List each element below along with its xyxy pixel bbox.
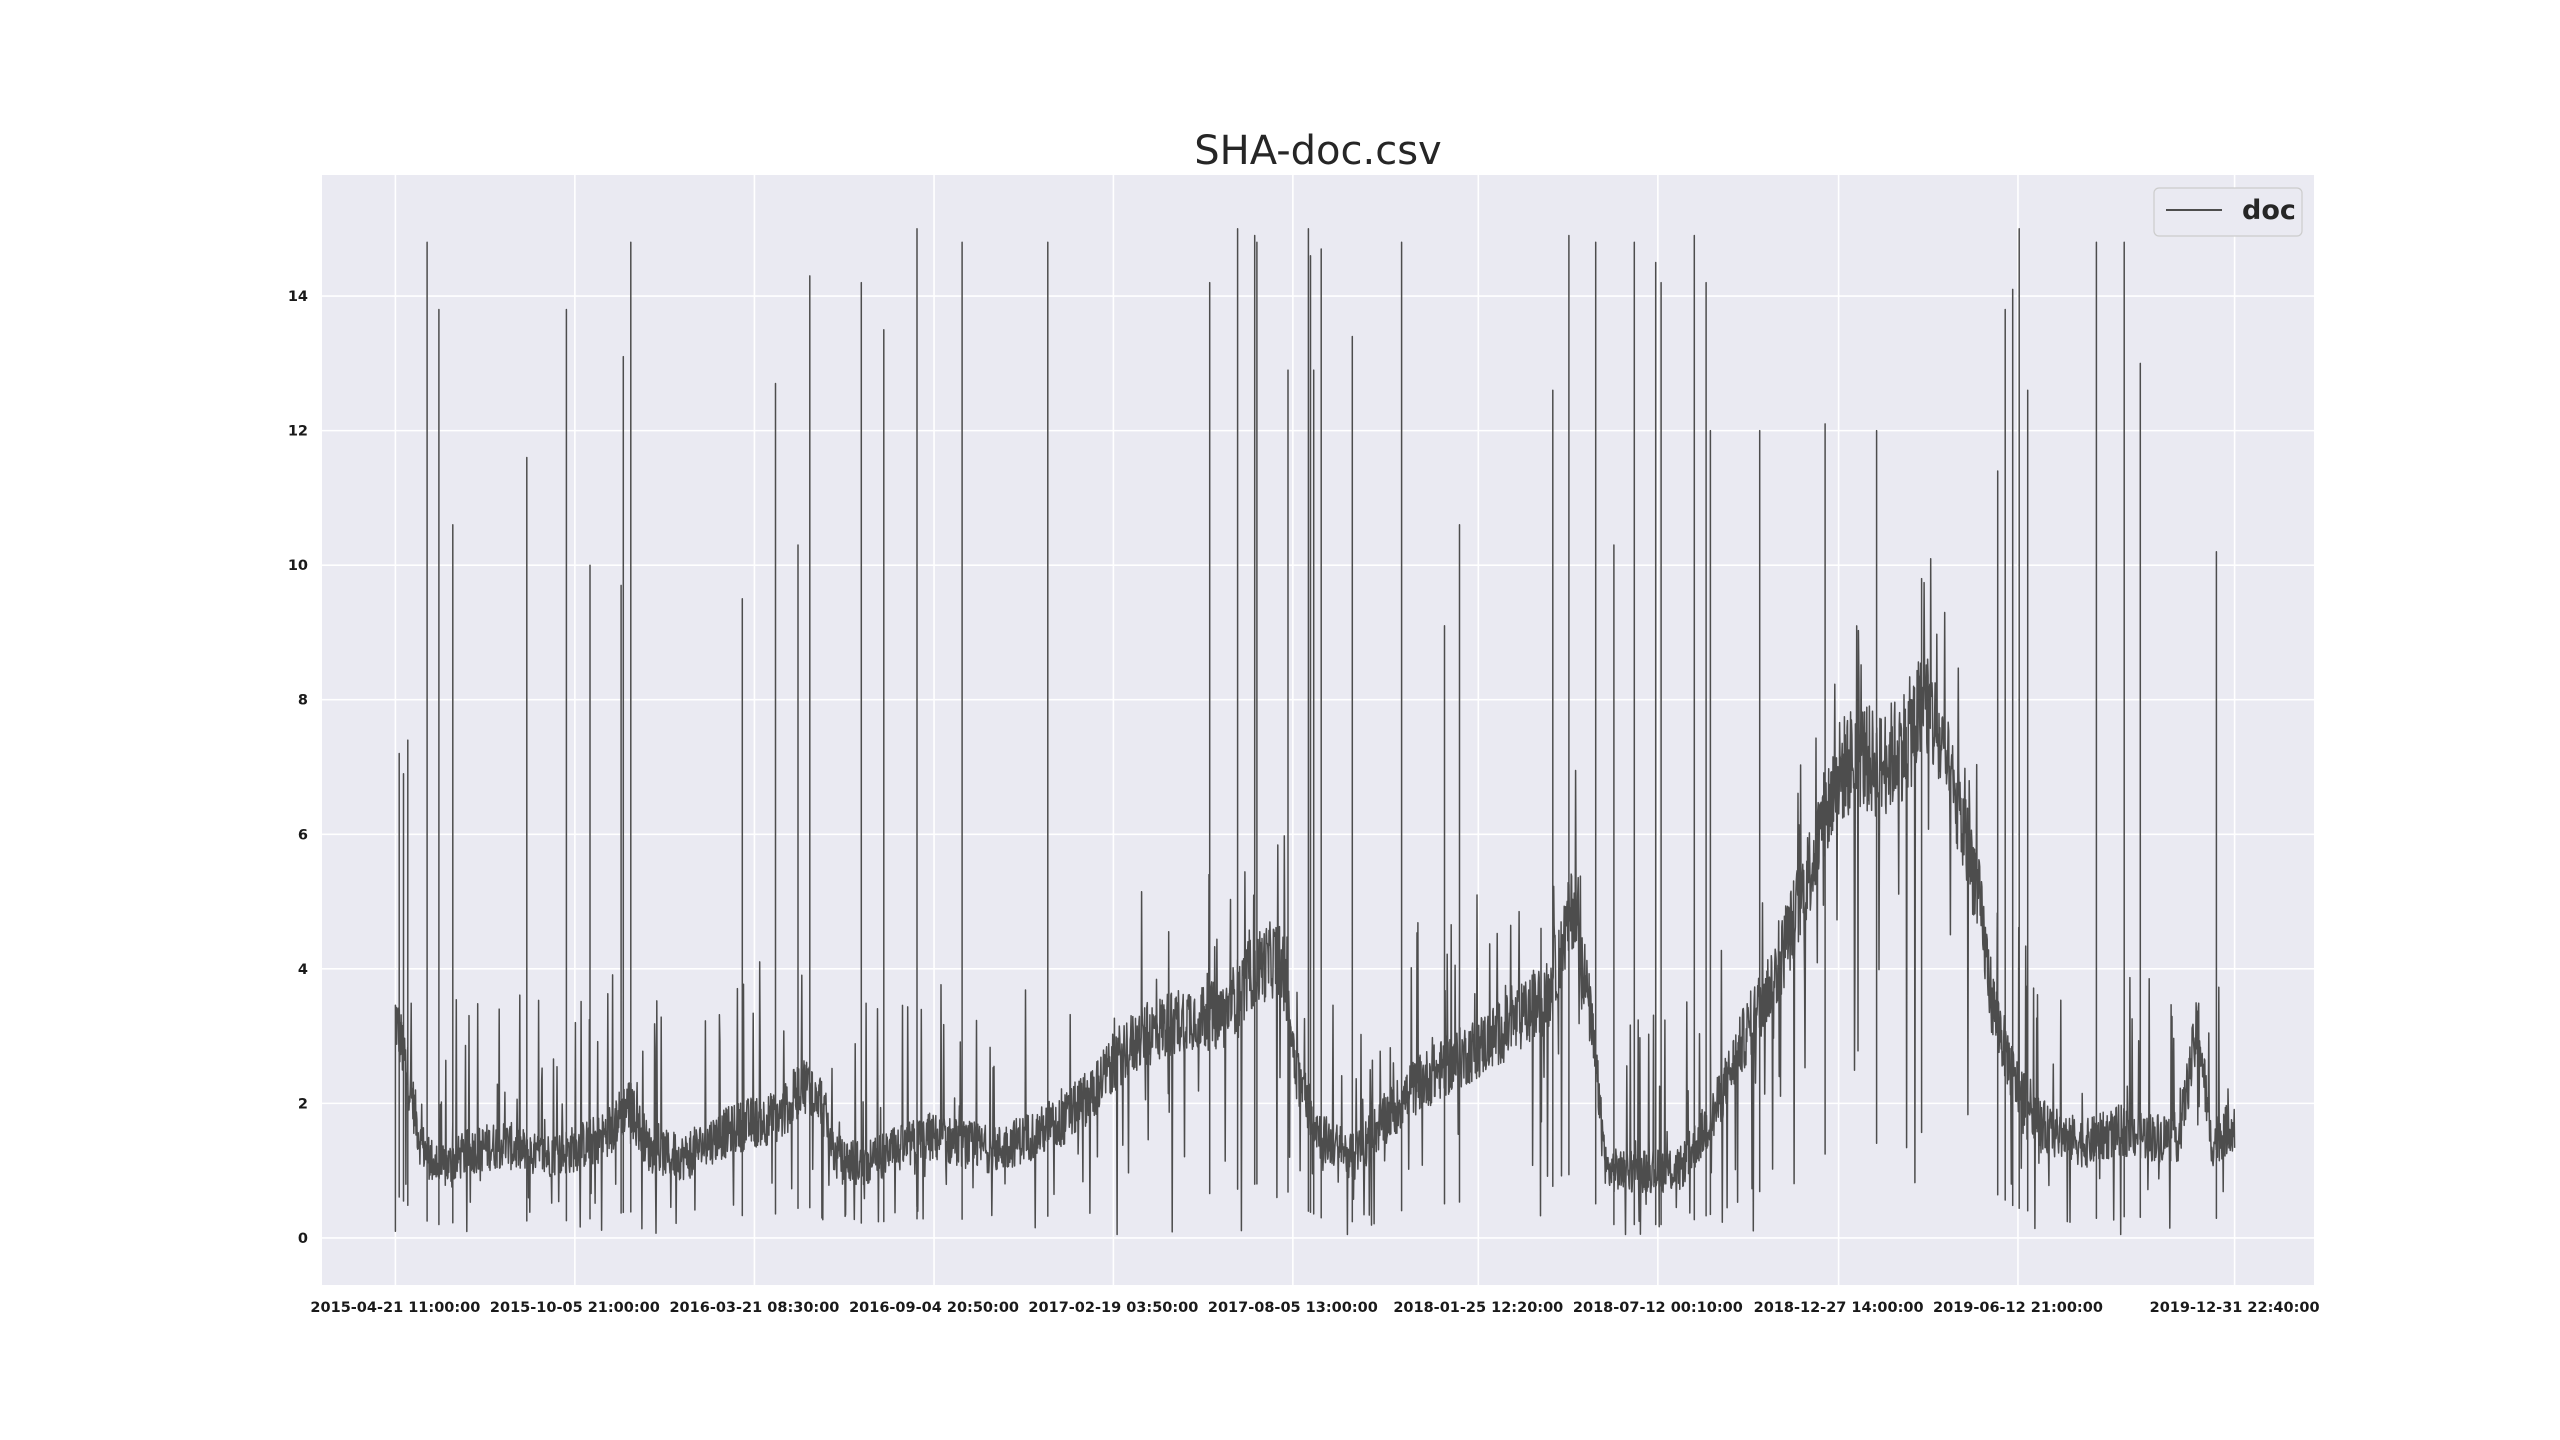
x-tick-label: 2017-08-05 13:00:00 [1208,1300,1378,1316]
x-tick-label: 2015-04-21 11:00:00 [310,1300,480,1316]
x-axis-ticks: 2015-04-21 11:00:00 2015-10-05 21:00:00 20… [310,1300,2319,1316]
y-tick-label: 14 [288,289,308,305]
legend-box [2153,187,2303,237]
y-tick-label: 10 [288,558,308,574]
legend-label-doc: doc [2242,195,2296,226]
x-tick-label: 2016-09-04 20:50:00 [849,1300,1019,1316]
x-tick-label: 2018-01-25 12:20:00 [1393,1300,1563,1316]
series-line-doc [394,228,2236,1236]
y-tick-label: 6 [298,827,308,843]
grid-lines [322,175,2314,1285]
x-tick-label: 2019-12-31 22:40:00 [2150,1300,2320,1316]
x-tick-label: 2016-03-21 08:30:00 [669,1300,839,1316]
x-tick-label: 2018-07-12 00:10:00 [1573,1300,1743,1316]
x-tick-label: 2015-10-05 21:00:00 [490,1300,660,1316]
y-tick-label: 8 [298,693,308,709]
y-axis-ticks: 0 2 4 6 8 10 12 14 [288,289,308,1247]
x-tick-label: 2018-12-27 14:00:00 [1754,1300,1924,1316]
x-tick-label: 2017-02-19 03:50:00 [1028,1300,1198,1316]
y-tick-label: 4 [298,962,308,978]
y-tick-label: 2 [298,1096,308,1112]
y-tick-label: 12 [288,424,308,440]
x-tick-label: 2019-06-12 21:00:00 [1933,1300,2103,1316]
y-tick-label: 0 [298,1231,308,1247]
legend: doc [2153,187,2303,237]
chart-title: SHA-doc.csv [1194,128,1441,174]
series-layer [394,228,2236,1236]
